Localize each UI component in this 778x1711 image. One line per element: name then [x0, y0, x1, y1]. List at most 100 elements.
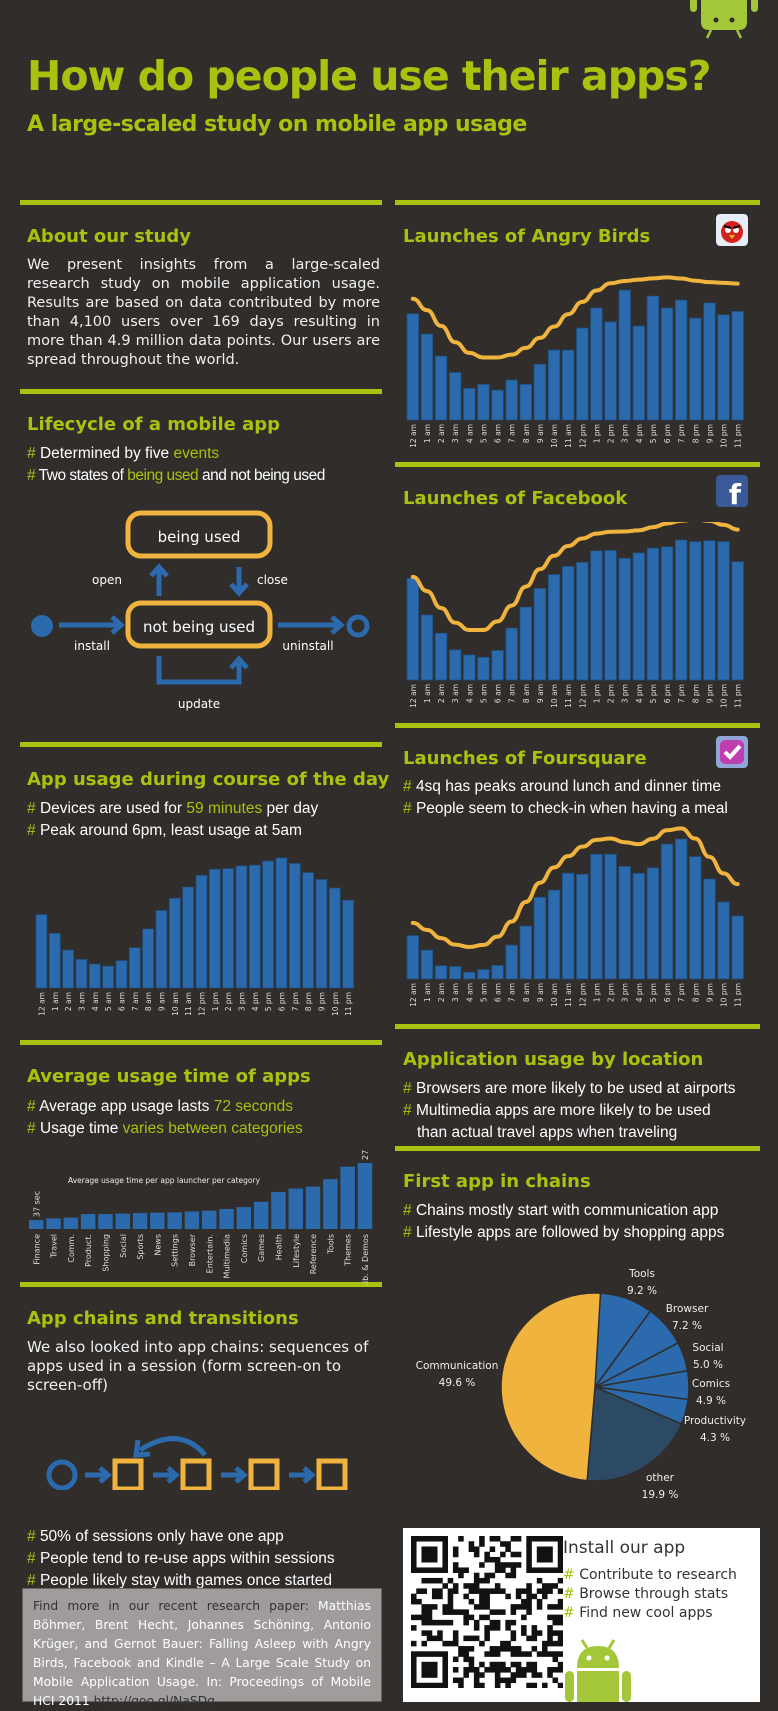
tick-label: 4 pm — [635, 684, 644, 703]
bar-2pm — [604, 550, 617, 681]
slice-label: Social — [692, 1342, 723, 1354]
uninstall-arrow-icon — [278, 615, 345, 635]
tick-label: 12 pm — [578, 684, 587, 708]
citation-link[interactable]: http://goo.gl/NaSDq — [93, 1694, 215, 1708]
bar-Travel — [46, 1218, 61, 1229]
tick-label: 4 am — [465, 983, 474, 1002]
bar-2am — [434, 965, 448, 980]
chart-title: Average usage time per app launcher per … — [68, 1176, 261, 1185]
trend-line — [410, 522, 740, 633]
tick-label: 6 am — [494, 424, 503, 443]
tick-label: 5 am — [479, 983, 488, 1002]
bar-11pm — [731, 561, 744, 681]
bar-12pm — [576, 873, 589, 980]
tick-label: 10 am — [550, 424, 559, 448]
bar-9pm — [703, 540, 716, 681]
foursquare-heading: Launches of Foursquare — [403, 748, 647, 769]
bar-12am — [406, 313, 419, 421]
firstapp-bullets: # Chains mostly start with communication… — [403, 1200, 724, 1244]
divider — [395, 462, 760, 467]
tick-label: 1 am — [423, 983, 432, 1002]
bar-3am — [448, 372, 462, 421]
bar-6am — [491, 389, 504, 421]
tick-label: 7 am — [508, 684, 517, 703]
bar-8am — [519, 925, 532, 980]
tick-label: Tools — [326, 1234, 335, 1255]
bar-1am — [420, 949, 434, 980]
tick-label: Games — [257, 1234, 266, 1262]
facebook-icon: f — [716, 475, 748, 507]
tick-label: News — [153, 1234, 162, 1256]
bullet: # Usage time varies between categories — [27, 1120, 303, 1137]
tick-label: 10 pm — [720, 684, 729, 708]
bar-2pm — [222, 868, 235, 989]
slice-label: Tools — [628, 1268, 655, 1280]
bar-1pm — [590, 853, 603, 980]
tick-label: 4 pm — [635, 983, 644, 1002]
tick-label: 1 am — [51, 992, 60, 1011]
tick-label: 5 am — [104, 992, 113, 1011]
bullet: # Multimedia apps are more likely to be … — [403, 1102, 711, 1119]
bar-Comics — [236, 1207, 252, 1229]
foursquare-chart: 12 am 1 am 2 am 3 am 4 am 5 am 6 am 7 am 8 am 9 a… — [406, 826, 744, 1007]
tick-label: 3 pm — [621, 424, 630, 443]
lifecycle-heading: Lifecycle of a mobile app — [27, 414, 281, 435]
tick-label: 9 am — [536, 684, 545, 703]
tick-label: 1 pm — [211, 992, 220, 1011]
tick-label: 9 pm — [705, 684, 714, 703]
bullet: # Devices are used for 59 minutes per da… — [27, 800, 319, 817]
tick-label: Themes — [344, 1234, 353, 1267]
bar-6am — [491, 650, 504, 681]
install-box: Install our app # Contribute to research… — [403, 1528, 760, 1702]
tick-label: 6 pm — [663, 424, 672, 443]
bar-10pm — [717, 541, 730, 681]
bar-2pm — [604, 321, 617, 421]
tick-label: 3 pm — [621, 983, 630, 1002]
about-heading: About our study — [27, 226, 191, 247]
bullet: # Browsers are more likely to be used at… — [403, 1080, 736, 1097]
foursquare-icon — [716, 736, 748, 768]
bar-11am — [561, 566, 575, 681]
bar-5pm — [646, 867, 660, 980]
tick-label: 2 am — [64, 992, 73, 1011]
bar-3am — [448, 649, 462, 681]
bar-5am — [477, 969, 490, 980]
bar-3am — [448, 966, 462, 980]
state-being-used — [125, 510, 273, 559]
lifecycle-bullets: # Determined by five events # Two states… — [27, 443, 325, 487]
tick-label: 9 pm — [705, 983, 714, 1002]
bar-10am — [547, 574, 561, 681]
slice-value: 19.9 % — [642, 1489, 679, 1501]
tick-label: 10 am — [550, 684, 559, 708]
bar-8pm — [689, 317, 702, 421]
arrows — [59, 563, 345, 685]
facebook-heading: Launches of Facebook — [403, 488, 628, 509]
qr-code[interactable] — [411, 1536, 563, 1688]
tick-label: 11 pm — [344, 992, 353, 1016]
session-start-icon — [46, 1459, 78, 1490]
tick-label: Health — [274, 1234, 283, 1260]
bar-12am — [406, 935, 419, 980]
bar-Reference — [305, 1186, 321, 1229]
bar-5pm — [646, 295, 660, 421]
bar-12pm — [576, 561, 589, 681]
tick-label: 10 pm — [331, 992, 340, 1016]
tick-label: 2 pm — [607, 983, 616, 1002]
bar-Lifestyle — [288, 1188, 303, 1229]
bar-Social — [115, 1213, 130, 1229]
start-node-icon — [31, 615, 53, 637]
tick-label: 6 pm — [663, 983, 672, 1002]
bar-11am — [182, 886, 195, 989]
tick-label: 7 am — [508, 983, 517, 1002]
tick-label: 7 pm — [291, 992, 300, 1011]
tick-label: 3 pm — [621, 684, 630, 703]
bar-1am — [420, 614, 434, 681]
divider — [395, 1146, 760, 1151]
tick-label: 12 am — [37, 992, 46, 1016]
bullet: # 50% of sessions only have one app — [27, 1528, 284, 1545]
bar-5pm — [646, 547, 660, 681]
tick-label: 12 pm — [578, 983, 587, 1007]
tick-label: 11 am — [184, 992, 193, 1016]
trend-line — [410, 275, 740, 360]
tick-label: 12 am — [409, 684, 418, 708]
